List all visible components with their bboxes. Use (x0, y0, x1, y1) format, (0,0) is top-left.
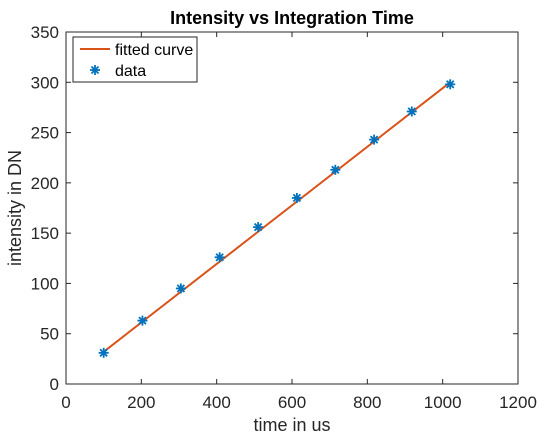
data-point (98, 347, 109, 358)
data-point (406, 106, 417, 117)
legend-label-data: data (115, 63, 146, 80)
data-point (445, 79, 456, 90)
y-tick-label: 200 (31, 174, 59, 193)
x-tick-label: 800 (353, 393, 381, 412)
y-tick-label: 0 (50, 375, 59, 394)
plot-area (66, 32, 518, 384)
y-tick-label: 100 (31, 274, 59, 293)
data-point (214, 252, 225, 263)
x-tick-label: 400 (202, 393, 230, 412)
legend-marker-swatch (90, 65, 100, 75)
y-tick-label: 250 (31, 124, 59, 143)
y-axis-label: intensity in DN (5, 150, 25, 266)
y-tick-label: 350 (31, 23, 59, 42)
legend-label-fitted-curve: fitted curve (115, 42, 193, 59)
x-axis-label: time in us (253, 415, 330, 435)
data-point (175, 283, 186, 294)
x-tick-label: 200 (127, 393, 155, 412)
legend: fitted curve data (72, 36, 198, 83)
data-point (330, 164, 341, 175)
legend-box (72, 36, 198, 83)
x-tick-label: 600 (278, 393, 306, 412)
data-point (253, 222, 264, 233)
x-tick-label: 1000 (424, 393, 462, 412)
ticks: 0 200 400 600 800 1000 1200 0 50 100 150 200 250 300 3… (31, 23, 537, 412)
data-point (369, 134, 380, 145)
chart-title: Intensity vs Integration Time (170, 8, 414, 28)
data-point (137, 315, 148, 326)
x-tick-label: 1200 (499, 393, 537, 412)
data-point (291, 192, 302, 203)
x-tick-label: 0 (61, 393, 70, 412)
y-tick-label: 50 (40, 325, 59, 344)
y-tick-label: 150 (31, 224, 59, 243)
legend-asterisk-icon (90, 65, 100, 75)
series-layer (98, 79, 456, 358)
y-tick-label: 300 (31, 73, 59, 92)
fitted-curve-line (103, 81, 451, 353)
